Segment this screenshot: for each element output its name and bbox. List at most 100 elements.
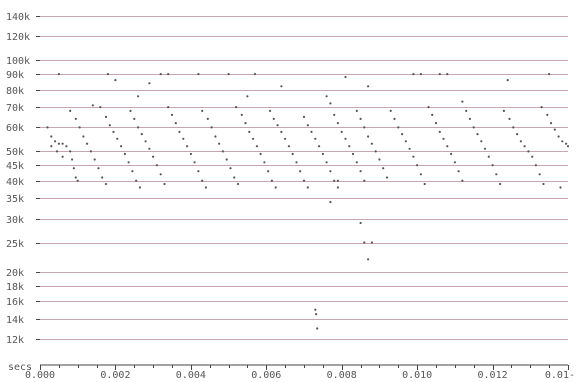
data-point xyxy=(557,135,560,138)
data-point xyxy=(163,182,166,186)
data-point xyxy=(344,137,347,140)
data-point xyxy=(385,176,389,179)
data-point xyxy=(336,122,339,125)
data-point xyxy=(302,115,306,118)
data-point xyxy=(214,135,217,138)
data-point xyxy=(499,182,502,186)
data-point xyxy=(131,170,134,173)
data-point xyxy=(137,126,140,129)
data-point xyxy=(483,147,487,150)
data-point xyxy=(491,164,494,167)
data-point xyxy=(235,106,238,109)
data-point xyxy=(299,170,302,173)
data-point xyxy=(419,73,422,76)
data-point xyxy=(204,186,207,189)
data-point xyxy=(201,179,204,182)
data-point xyxy=(548,73,551,76)
data-point xyxy=(325,161,328,164)
data-point xyxy=(127,161,130,164)
data-point xyxy=(272,117,275,120)
data-point xyxy=(99,106,102,109)
data-point xyxy=(559,186,562,189)
data-point xyxy=(508,117,511,120)
gridlines xyxy=(36,16,568,340)
data-point xyxy=(197,170,200,173)
data-point xyxy=(129,109,132,112)
data-point xyxy=(359,117,362,120)
data-point xyxy=(182,137,185,140)
data-point xyxy=(50,145,53,148)
data-point xyxy=(152,155,155,158)
data-point xyxy=(367,258,370,261)
y-tick-label: 14k xyxy=(6,315,24,326)
data-point xyxy=(502,109,505,112)
data-point xyxy=(227,73,230,76)
data-point xyxy=(519,140,523,143)
data-point xyxy=(197,73,200,76)
data-point xyxy=(472,126,475,129)
data-point xyxy=(487,155,490,158)
y-tick-label: 120k xyxy=(6,32,30,43)
y-tick-label: 40k xyxy=(6,177,24,188)
data-point xyxy=(133,117,136,120)
data-point xyxy=(355,161,358,164)
x-tick-label: 0.006 xyxy=(251,370,281,381)
data-point xyxy=(170,113,174,116)
y-tick-label: 80k xyxy=(6,86,24,97)
x-tick-label: 0.010 xyxy=(402,370,432,381)
data-point xyxy=(104,115,108,118)
data-point xyxy=(167,73,170,76)
data-point xyxy=(318,145,321,148)
data-point xyxy=(221,150,224,153)
data-point xyxy=(46,126,49,129)
data-point xyxy=(306,186,309,189)
data-point xyxy=(315,313,318,316)
data-point xyxy=(74,176,77,179)
data-point xyxy=(233,176,236,179)
x-tick-label: 0.002 xyxy=(100,370,130,381)
data-point xyxy=(270,179,273,182)
data-point xyxy=(480,140,483,143)
data-point xyxy=(423,182,426,186)
data-point xyxy=(155,164,158,167)
data-point xyxy=(367,135,370,138)
data-point xyxy=(457,170,460,173)
data-point xyxy=(253,73,257,76)
data-point xyxy=(329,102,332,105)
data-point xyxy=(382,167,385,170)
data-point xyxy=(553,128,556,131)
data-point xyxy=(108,124,111,127)
y-tick-label: 30k xyxy=(6,215,24,226)
data-point xyxy=(218,142,221,145)
data-point xyxy=(244,122,247,125)
data-point xyxy=(91,104,94,107)
y-tick-label: 45k xyxy=(6,161,24,172)
data-point xyxy=(236,182,240,186)
data-point xyxy=(495,173,498,176)
data-point xyxy=(408,147,411,150)
data-point xyxy=(412,155,415,158)
data-point xyxy=(446,73,449,76)
data-point xyxy=(549,122,553,125)
data-point xyxy=(178,130,181,133)
data-point xyxy=(540,106,543,109)
data-point xyxy=(137,95,140,98)
data-point xyxy=(527,150,530,153)
data-point xyxy=(427,106,430,109)
data-point xyxy=(446,145,449,148)
data-point xyxy=(106,73,109,76)
data-point xyxy=(225,158,228,161)
data-point xyxy=(295,161,298,164)
data-point xyxy=(566,145,570,148)
data-point xyxy=(378,158,381,161)
y-tick-label: 50k xyxy=(6,147,24,158)
data-point xyxy=(363,126,366,129)
data-point xyxy=(259,152,262,156)
y-tick-labels: 140k 120k 100k 90k 80k 70k 60k 50k 45k 40k 35k 30k 2… xyxy=(6,12,30,346)
data-point xyxy=(55,150,59,153)
data-point xyxy=(138,186,141,189)
data-point xyxy=(370,241,373,244)
data-point xyxy=(148,147,151,150)
data-point xyxy=(123,152,126,156)
